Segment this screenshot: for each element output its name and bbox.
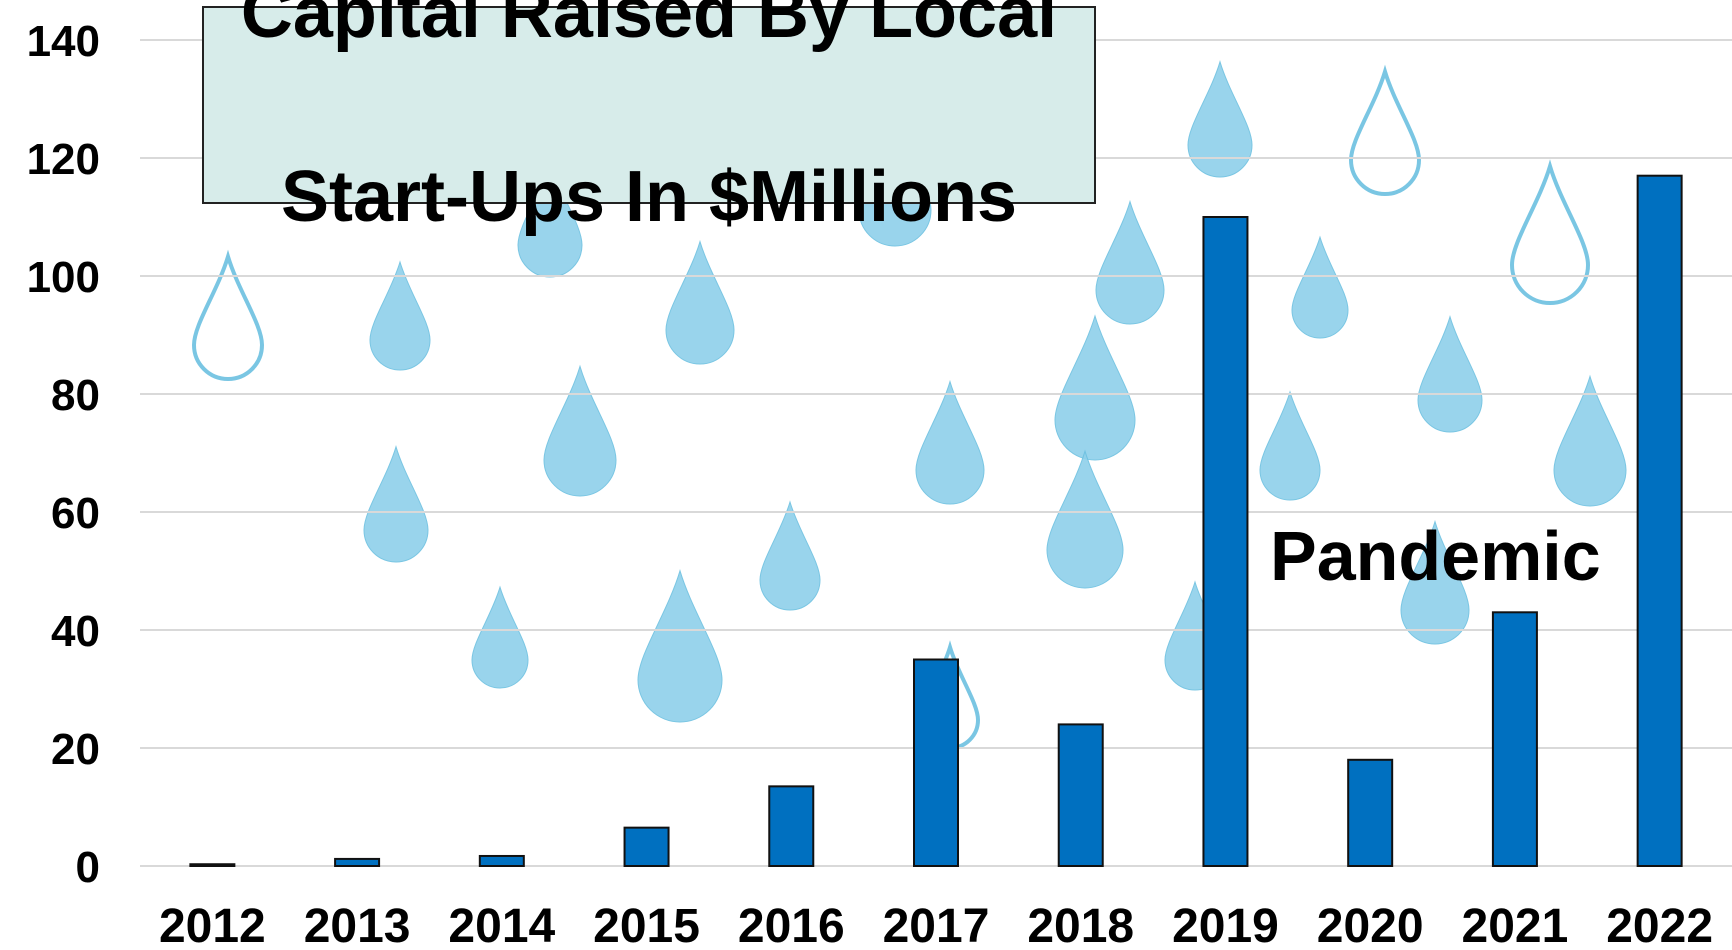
- bar-2012: [189, 863, 236, 867]
- bar-2019: [1202, 216, 1249, 867]
- x-tick-label: 2017: [883, 900, 990, 950]
- x-tick-label: 2013: [304, 900, 411, 950]
- y-tick-label: 120: [27, 135, 100, 184]
- x-tick-label: 2020: [1317, 900, 1424, 950]
- y-tick-label: 40: [51, 607, 100, 656]
- raindrop-icon: [915, 379, 985, 505]
- bar-2021: [1491, 611, 1538, 867]
- raindrop-icon: [1553, 374, 1627, 507]
- y-tick-label: 140: [27, 17, 100, 66]
- x-tick-label: 2014: [448, 900, 555, 950]
- raindrop-icon: [543, 364, 617, 497]
- raindrop-icon: [1046, 449, 1124, 589]
- raindrop-icon: [471, 585, 529, 689]
- x-tick-label: 2021: [1462, 900, 1569, 950]
- y-tick-label: 80: [51, 371, 100, 420]
- x-tick-label: 2018: [1027, 900, 1134, 950]
- raindrop-icon: [369, 260, 431, 371]
- chart-title: Capital Raised By Local Start-Ups In $Mi…: [241, 0, 1057, 335]
- bar-2018: [1057, 723, 1104, 868]
- x-tick-label: 2022: [1606, 900, 1713, 950]
- raindrop-icon: [191, 249, 265, 381]
- bar-2022: [1636, 174, 1683, 867]
- x-tick-label: 2016: [738, 900, 845, 950]
- bar-2020: [1347, 758, 1394, 867]
- bar-2015: [623, 826, 670, 868]
- raindrop-icon: [363, 445, 429, 563]
- y-tick-label: 0: [76, 843, 100, 892]
- x-axis-ticks: 2012 2013 2014 2015 2016 2017 2018 2019 2020 2021…: [159, 900, 1713, 950]
- raindrop-icon: [1259, 390, 1321, 501]
- raindrop-icon: [1400, 519, 1470, 645]
- raindrop-decoration: [191, 50, 1627, 750]
- chart-title-line-2: Start-Ups In $Millions: [280, 157, 1018, 237]
- bar-2016: [768, 785, 815, 867]
- x-tick-label: 2015: [593, 900, 700, 950]
- x-tick-label: 2012: [159, 900, 266, 950]
- chart-title-line-1: Capital Raised By Local: [240, 0, 1058, 53]
- bar-2017: [913, 658, 959, 867]
- bar-2013: [334, 857, 381, 867]
- chart-title-box: Capital Raised By Local Start-Ups In $Mi…: [202, 0, 1096, 237]
- raindrop-icon: [665, 239, 735, 365]
- raindrop-icon: [1187, 60, 1253, 178]
- raindrop-icon: [1095, 199, 1165, 325]
- y-tick-label: 20: [51, 725, 100, 774]
- raindrop-icon: [1509, 159, 1591, 305]
- raindrop-icon: [1417, 315, 1483, 433]
- x-tick-label: 2019: [1172, 900, 1279, 950]
- raindrop-icon: [637, 569, 723, 723]
- raindrop-icon: [1054, 314, 1136, 461]
- bar-2014: [478, 854, 525, 867]
- bars: [189, 174, 1683, 868]
- raindrop-icon: [1291, 235, 1349, 339]
- raindrop-icon: [1348, 64, 1422, 196]
- pandemic-annotation: Pandemic: [1270, 517, 1601, 595]
- y-tick-label: 60: [51, 489, 100, 538]
- raindrop-icon: [759, 500, 821, 611]
- y-tick-label: 100: [27, 253, 100, 302]
- y-axis-ticks: 0 20 40 60 80 100 120 140: [27, 17, 100, 892]
